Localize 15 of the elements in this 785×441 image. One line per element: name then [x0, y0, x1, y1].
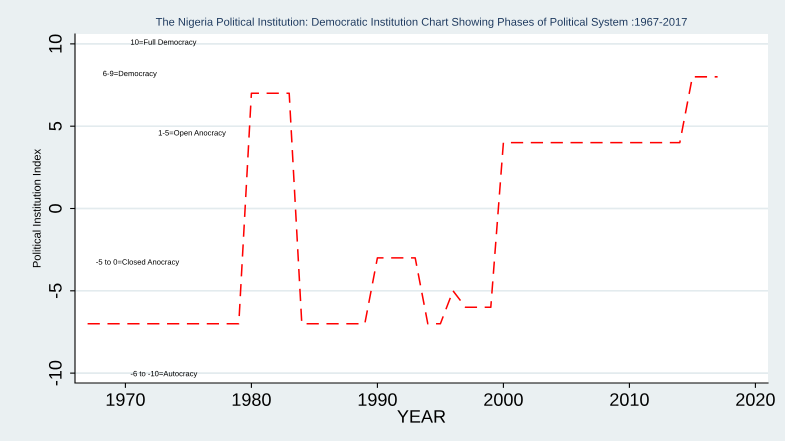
y-tick-label: 5	[49, 122, 62, 130]
x-tick-label: 2000	[484, 393, 523, 406]
chart-title: The Nigeria Political Institution: Democratic Institution Chart Showing Phases of Political System :1967-2017	[156, 18, 687, 28]
x-tick-label: 2020	[736, 393, 775, 406]
x-axis-title: YEAR	[397, 410, 446, 423]
x-tick-label: 1990	[358, 393, 397, 406]
x-tick-label: 1980	[232, 393, 271, 406]
x-tick-label: 2010	[610, 393, 649, 406]
y-tick-label: -5	[49, 284, 62, 298]
y-tick-label: 0	[48, 204, 62, 213]
y-tick-label: 10	[48, 34, 62, 53]
line-series	[86, 76, 718, 324]
y-axis-title: Political Institution Index	[32, 149, 41, 268]
y-tick-label: -10	[48, 360, 62, 386]
x-tick-label: 1970	[106, 393, 145, 406]
